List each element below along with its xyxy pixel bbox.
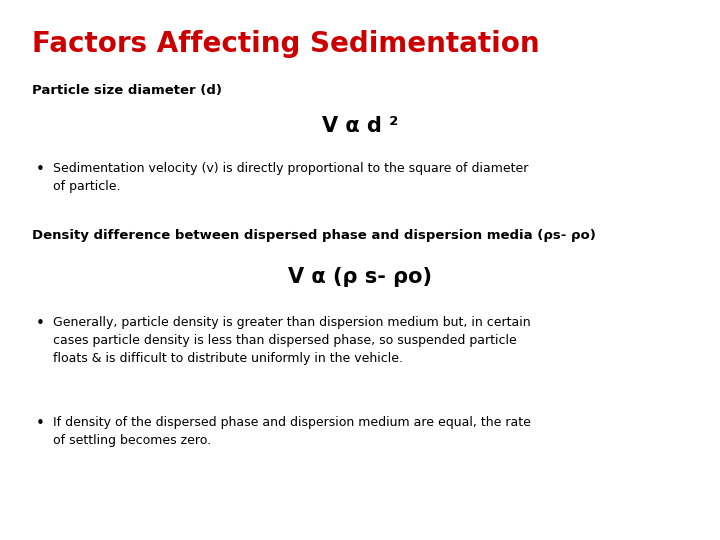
Text: Factors Affecting Sedimentation: Factors Affecting Sedimentation: [32, 30, 540, 58]
Text: Sedimentation velocity (v) is directly proportional to the square of diameter
of: Sedimentation velocity (v) is directly p…: [53, 162, 528, 193]
Text: •: •: [36, 416, 45, 431]
Text: Generally, particle density is greater than dispersion medium but, in certain
ca: Generally, particle density is greater t…: [53, 316, 530, 365]
Text: •: •: [36, 162, 45, 177]
Text: If density of the dispersed phase and dispersion medium are equal, the rate
of s: If density of the dispersed phase and di…: [53, 416, 531, 447]
Text: •: •: [36, 316, 45, 331]
Text: Particle size diameter (d): Particle size diameter (d): [32, 84, 222, 97]
Text: V α (ρ s- ρo): V α (ρ s- ρo): [288, 267, 432, 287]
Text: Density difference between dispersed phase and dispersion media (ρs- ρo): Density difference between dispersed pha…: [32, 230, 596, 242]
Text: V α d ²: V α d ²: [322, 116, 398, 136]
